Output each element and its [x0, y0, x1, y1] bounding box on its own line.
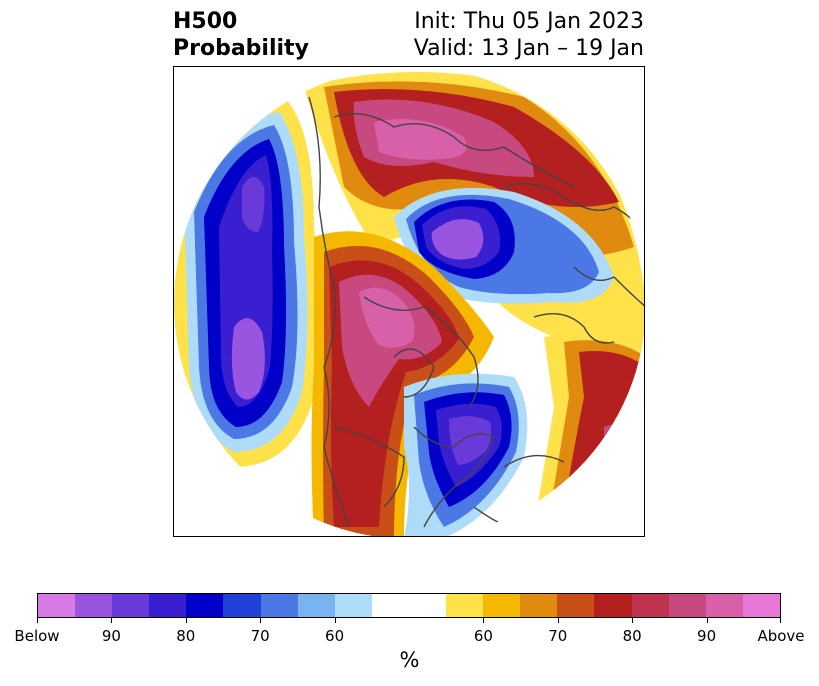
colorbar-tick-label: 60	[325, 627, 345, 645]
colorbar-tick-label: 80	[622, 627, 642, 645]
chart-title: H500 Probability	[173, 8, 309, 62]
colorbar-swatch	[742, 594, 780, 617]
probability-field	[174, 67, 644, 536]
colorbar-tick	[780, 618, 781, 623]
colorbar	[37, 593, 781, 618]
colorbar-swatch	[371, 594, 447, 617]
colorbar-tick	[557, 618, 559, 623]
colorbar-swatch	[186, 594, 224, 617]
colorbar-swatch	[668, 594, 706, 617]
colorbar-swatch	[75, 594, 113, 617]
colorbar-ticks	[37, 618, 781, 628]
colorbar-tick-label: Below	[14, 627, 60, 645]
colorbar-tick-label: 70	[250, 627, 270, 645]
colorbar-swatch	[38, 594, 76, 617]
colorbar-tick	[632, 618, 634, 623]
colorbar-tick-label: 60	[473, 627, 493, 645]
colorbar-swatch	[705, 594, 743, 617]
colorbar-swatch	[446, 594, 484, 617]
valid-range: Valid: 13 Jan – 19 Jan	[413, 36, 644, 61]
colorbar-swatch	[297, 594, 335, 617]
coastlines	[308, 96, 644, 533]
colorbar-tick-label: 90	[101, 627, 121, 645]
colorbar-tick-label: 80	[176, 627, 196, 645]
colorbar-swatch	[260, 594, 298, 617]
colorbar-swatch	[594, 594, 632, 617]
colorbar-tick	[260, 618, 262, 623]
colorbar-tick	[185, 618, 187, 623]
colorbar-tick	[37, 618, 38, 623]
colorbar-swatch	[223, 594, 261, 617]
colorbar-swatch	[557, 594, 595, 617]
colorbar-tick-label: Above	[757, 627, 805, 645]
title-product: Probability	[173, 36, 309, 61]
chart-dates: Init: Thu 05 Jan 2023 Valid: 13 Jan – 19…	[414, 8, 644, 62]
colorbar-tick	[111, 618, 113, 623]
colorbar-swatch	[631, 594, 669, 617]
colorbar-swatch	[483, 594, 521, 617]
colorbar-unit: %	[399, 648, 420, 672]
colorbar-swatch	[520, 594, 558, 617]
colorbar-swatch	[149, 594, 187, 617]
init-date: Init: Thu 05 Jan 2023	[414, 9, 644, 34]
probability-map	[173, 66, 645, 537]
colorbar-swatch	[334, 594, 372, 617]
colorbar-tick-label: 70	[548, 627, 568, 645]
colorbar-tick	[334, 618, 336, 623]
colorbar-tick	[706, 618, 708, 623]
colorbar-tick	[483, 618, 485, 623]
map-canvas	[174, 67, 644, 536]
title-variable: H500	[173, 9, 238, 34]
colorbar-tick-label: 90	[697, 627, 717, 645]
colorbar-swatch	[112, 594, 150, 617]
